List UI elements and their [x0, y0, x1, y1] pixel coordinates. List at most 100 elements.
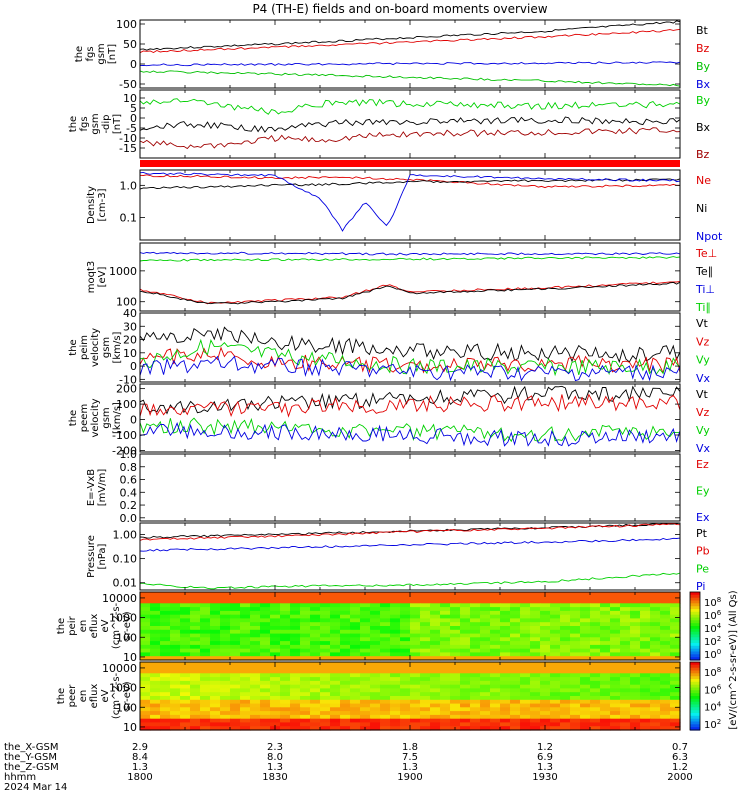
heatmap-cell: [670, 644, 681, 650]
heatmap-cell: [250, 629, 261, 635]
heatmap-cell: [460, 610, 471, 616]
heatmap-cell: [660, 652, 671, 657]
heatmap-cell: [370, 699, 381, 705]
heatmap-cell: [450, 648, 461, 654]
heatmap-cell: [380, 644, 391, 650]
colorbar-cell: [690, 693, 700, 697]
heatmap-cell: [370, 688, 381, 693]
heatmap-cell: [540, 595, 551, 601]
heatmap-cell: [580, 599, 591, 604]
heatmap-cell: [640, 677, 651, 682]
heatmap-cell: [310, 652, 321, 657]
y-tick-label: 1.00: [113, 529, 138, 542]
heatmap-cell: [450, 703, 461, 708]
colorbar-cell: [690, 724, 700, 728]
heatmap-cell: [270, 673, 281, 678]
colorbar-label: [eV/(cm^2-s-sr-eV)] (All Qs): [728, 590, 739, 729]
heatmap-cell: [180, 648, 191, 654]
heatmap-cell: [650, 656, 661, 661]
heatmap-cell: [420, 673, 431, 678]
y-tick-label: 0.0: [120, 512, 138, 525]
heatmap-cell: [470, 707, 481, 712]
heatmap-cell: [600, 688, 611, 693]
heatmap-cell: [260, 622, 271, 627]
heatmap-cell: [320, 718, 331, 724]
heatmap-cell: [460, 711, 471, 716]
heatmap-cell: [650, 626, 661, 631]
heatmap-cell: [380, 662, 391, 667]
heatmap-cell: [530, 652, 541, 657]
heatmap-cell: [450, 669, 461, 674]
heatmap-cell: [620, 644, 631, 650]
heatmap-cell: [460, 680, 471, 686]
heatmap-cell: [530, 629, 541, 635]
heatmap-cell: [370, 595, 381, 601]
heatmap-cell: [200, 673, 211, 678]
colorbar-cell: [690, 707, 700, 711]
heatmap-cell: [260, 603, 271, 608]
heatmap-cell: [300, 707, 311, 712]
heatmap-cell: [470, 722, 481, 727]
heatmap-cell: [180, 629, 191, 635]
y-tick-label: 5: [130, 102, 137, 115]
heatmap-cell: [560, 629, 571, 635]
heatmap-cell: [510, 622, 521, 627]
heatmap-cell: [500, 614, 511, 620]
heatmap-cell: [170, 603, 181, 608]
heatmap-cell: [630, 696, 641, 701]
heatmap-cell: [140, 592, 151, 597]
heatmap-cell: [370, 652, 381, 657]
heatmap-cell: [460, 641, 471, 646]
heatmap-cell: [280, 633, 291, 638]
heatmap-cell: [240, 680, 251, 686]
y-tick-label: 10: [123, 347, 137, 360]
heatmap-cell: [160, 662, 171, 667]
heatmap-cell: [530, 662, 541, 667]
heatmap-cell: [650, 603, 661, 608]
heatmap-cell: [370, 622, 381, 627]
heatmap-cell: [170, 633, 181, 638]
heatmap-cell: [240, 711, 251, 716]
heatmap-cell: [160, 718, 171, 724]
heatmap-cell: [560, 669, 571, 674]
heatmap-cell: [300, 592, 311, 597]
heatmap-cell: [600, 665, 611, 671]
heatmap-cell: [250, 599, 261, 604]
heatmap-cell: [530, 726, 541, 731]
heatmap-cell: [430, 592, 441, 597]
heatmap-cell: [620, 595, 631, 601]
colorbar-cell: [690, 698, 700, 703]
heatmap-cell: [350, 696, 361, 701]
heatmap-cell: [200, 696, 211, 701]
heatmap-cell: [520, 607, 531, 612]
y-axis-label: [km/s]: [112, 402, 123, 434]
heatmap-cell: [460, 677, 471, 682]
heatmap-cell: [500, 595, 511, 601]
heatmap-cell: [370, 592, 381, 597]
heatmap-cell: [590, 688, 601, 693]
heatmap-cell: [270, 680, 281, 686]
heatmap-cell: [170, 622, 181, 627]
heatmap-cell: [330, 592, 341, 597]
heatmap-cell: [370, 677, 381, 682]
heatmap-cell: [420, 652, 431, 657]
heatmap-cell: [610, 614, 621, 620]
heatmap-cell: [310, 633, 321, 638]
heatmap-cell: [150, 618, 161, 623]
y-tick-label: 0.6: [120, 474, 138, 487]
heatmap-cell: [520, 680, 531, 686]
heatmap-cell: [470, 592, 481, 597]
heatmap-cell: [450, 684, 461, 690]
heatmap-cell: [610, 662, 621, 667]
heatmap-cell: [460, 662, 471, 667]
heatmap-cell: [240, 629, 251, 635]
heatmap-cell: [150, 696, 161, 701]
heatmap-cell: [510, 669, 521, 674]
heatmap-cell: [330, 618, 341, 623]
heatmap-cell: [400, 599, 411, 604]
heatmap-cell: [200, 629, 211, 635]
heatmap-cell: [320, 641, 331, 646]
heatmap-cell: [490, 622, 501, 627]
heatmap-cell: [350, 692, 361, 697]
heatmap-cell: [280, 718, 291, 724]
